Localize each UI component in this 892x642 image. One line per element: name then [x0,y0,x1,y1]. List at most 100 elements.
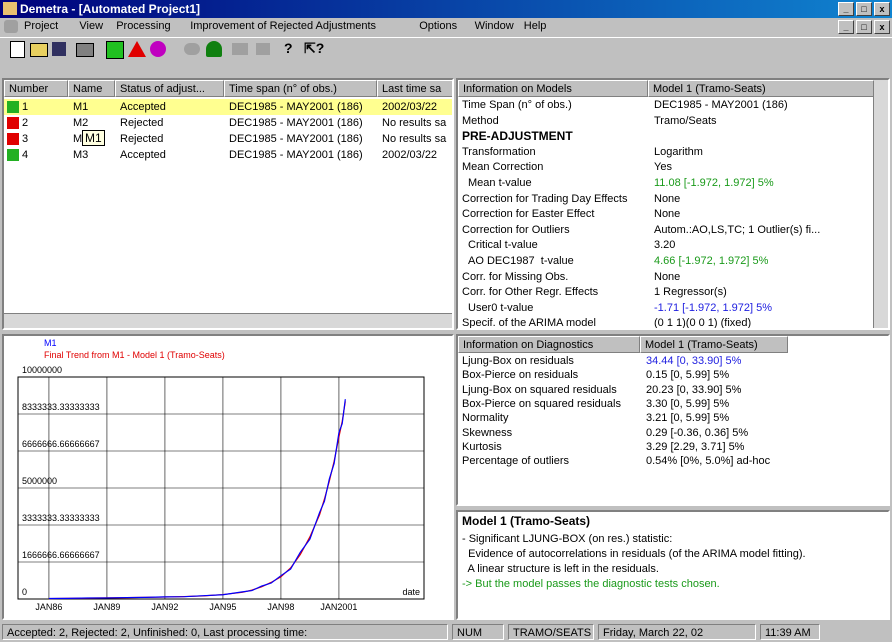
menu-bar: _ □ x Project View Processing Improvement o… [0,18,892,36]
info-value: 34.44 [0, 33.90] 5% [646,355,742,367]
unfinished-filter[interactable] [150,41,166,57]
chart-panel: 0 1666666.66666667 3333333.33333333 5000000… [2,334,454,620]
info-label: Mean Correction [462,161,544,174]
table-cell: 3 [22,133,29,145]
info-label: User0 t-value [468,301,534,314]
column-header: Status of adjust... [115,80,224,97]
doc-minimize[interactable]: _ [838,20,854,34]
menu-item[interactable]: View [79,20,104,32]
info-value: 3.30 [0, 5.99] 5% [646,397,730,410]
status-field: TRAMO/SEATS [508,624,594,640]
series-line [48,399,346,600]
tooltip: M1 [82,130,105,146]
save-button[interactable] [52,42,66,56]
open-button[interactable] [30,43,48,57]
rejected-filter[interactable] [128,41,146,57]
close[interactable]: x [874,2,890,16]
info-value: None [654,192,681,205]
menu-item[interactable]: Options [419,20,458,32]
y-tick-label: 3333333.33333333 [22,513,100,523]
column-header: Number [4,80,68,97]
status-field: NUM [452,624,504,640]
info-label: Time Span (n° of obs.) [462,99,572,111]
menu-item[interactable]: Improvement of Rejected Adjustments [190,20,377,32]
help-button[interactable]: ? [284,40,293,56]
table-cell: 2 [22,117,29,129]
y-tick-label: 8333333.33333333 [22,402,100,412]
tree-button[interactable] [206,41,222,57]
status-icon [7,117,19,129]
x-tick-label: JAN98 [267,602,294,612]
y-tick-label: 5000000 [22,476,57,486]
table-cell: DEC1985 - MAY2001 (186) [229,117,363,129]
info-value: 11.08 [-1.972, 1.972] 5% [654,177,774,189]
message-line: - Significant LJUNG-BOX (on res.) statis… [462,533,673,545]
table-cell: Accepted [120,101,166,113]
info-value: None [654,270,681,283]
maximize[interactable]: □ [856,2,872,16]
info-label: Mean t-value [468,177,532,189]
menu-item[interactable]: Project [24,20,59,32]
table-cell: Rejected [120,117,164,129]
info-value: 0.29 [-0.36, 0.36] 5% [646,426,749,439]
table-cell: M3 [73,149,89,161]
info-value: 0.15 [0, 5.99] 5% [646,369,730,382]
status-bar: Accepted: 2, Rejected: 2, Unfinished: 0,… [0,622,892,642]
info-value: 3.21 [0, 5.99] 5% [646,412,730,425]
table-cell: DEC1985 - MAY2001 (186) [229,101,363,113]
table-cell: Accepted [120,149,166,161]
info-label: Correction for Outliers [462,223,570,236]
menu-item[interactable]: Help [523,20,547,32]
info-value: Tramo/Seats [654,114,717,127]
info-value: 3.29 [2.29, 3.71] 5% [646,440,745,453]
info-label: Corr. for Missing Obs. [462,270,569,283]
x-axis-label: date [402,587,420,597]
column-header: Model 1 (Tramo-Seats) [648,80,874,97]
tool-button[interactable] [232,43,248,55]
x-tick-label: JAN92 [151,602,178,612]
print-button[interactable] [76,43,94,57]
v-scrollbar[interactable] [873,80,888,328]
app-icon [3,2,17,15]
x-tick-label: JAN95 [209,602,236,612]
table-cell: No results sa [382,117,447,129]
message-line: Evidence of autocorrelations in residual… [462,548,806,560]
doc-maximize[interactable]: □ [856,20,872,34]
doc-close[interactable]: x [874,20,890,34]
h-scrollbar[interactable] [4,313,452,328]
y-tick-label: 10000000 [22,365,62,375]
info-value: Yes [654,161,672,174]
table-cell: M1 [73,101,89,113]
minimize[interactable]: _ [838,2,854,16]
x-tick-label: JAN89 [93,602,120,612]
menu-item[interactable]: Processing [116,20,171,32]
info-label: Percentage of outliers [462,455,570,468]
accepted-filter[interactable] [106,41,124,59]
info-label: Correction for Trading Day Effects [462,192,628,205]
series-table: Number Name Status of adjust... Time span (… [2,78,454,330]
column-header: Time span (n° of obs.) [224,80,377,97]
table-cell: 2002/03/22 [382,149,438,161]
tool-button[interactable] [256,43,270,55]
table-cell: DEC1985 - MAY2001 (186) [229,149,363,161]
info-value: 0.54% [0%, 5.0%] ad-hoc [646,455,770,468]
status-icon [7,149,19,161]
y-tick-label: 1666666.66666667 [22,550,100,560]
column-header: Information on Diagnostics [458,336,640,353]
table-cell: No results sa [382,133,447,145]
column-header: Information on Models [458,80,648,97]
y-tick-label: 0 [22,587,27,597]
tool-button[interactable] [184,43,200,55]
new-button[interactable] [10,41,25,58]
message-line: A linear structure is left in the residu… [462,563,659,575]
row-highlight [4,99,452,115]
info-value: DEC1985 - MAY2001 (186) [654,99,788,111]
context-help-button[interactable]: ⇱? [304,40,325,56]
info-label: Ljung-Box on squared residuals [462,383,617,396]
series-line [48,401,346,600]
table-cell: M2 [73,117,89,129]
menu-item[interactable]: Window [474,20,514,32]
column-header: Name [68,80,115,97]
y-tick-label: 6666666.66666667 [22,439,100,449]
info-value: Autom.:AO,LS,TC; 1 Outlier(s) fi... [654,223,821,236]
